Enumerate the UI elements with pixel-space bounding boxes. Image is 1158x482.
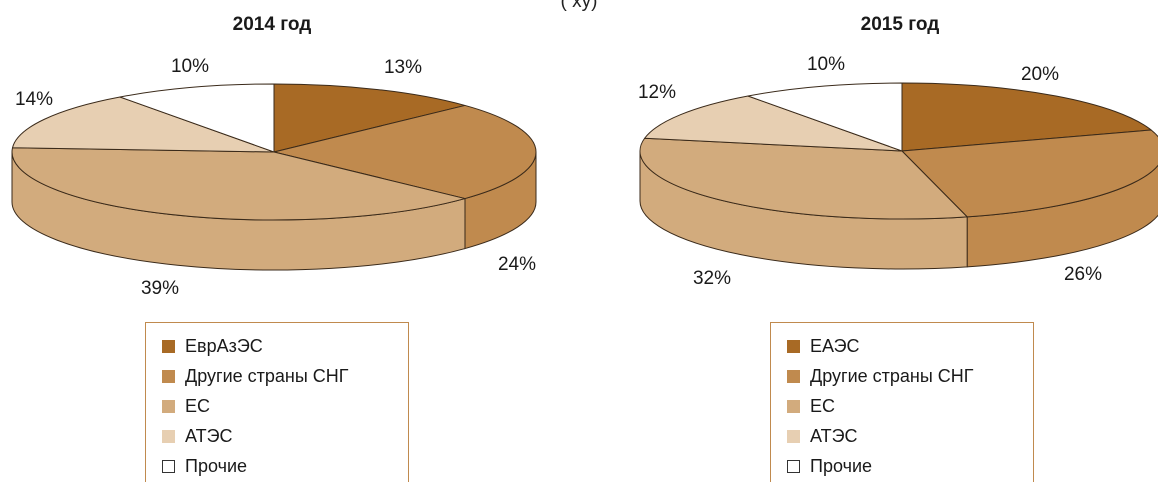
legend-item-прочие: Прочие (787, 451, 1033, 481)
legend-swatch (787, 459, 800, 473)
pie-slice-атэс (12, 96, 275, 153)
pie-slice-другие-страны-снг (273, 104, 537, 200)
legend-label: Другие страны СНГ (185, 365, 349, 386)
slice-label-атэс: 14% (15, 89, 53, 110)
legend-label: ЕАЭС (810, 335, 860, 356)
legend-swatch (162, 339, 175, 353)
pie-slice-прочие (119, 83, 275, 153)
legend-label: Другие страны СНГ (810, 365, 974, 386)
legend-swatch (787, 339, 800, 353)
legend-swatch (787, 369, 800, 383)
legend-item-другие-страны-снг: Другие страны СНГ (162, 361, 408, 391)
cut-off-header-text: ( ху) (560, 0, 598, 12)
pie-slice-атэс (644, 95, 903, 152)
legend-item-ес: ЕС (787, 391, 1033, 421)
slice-label-прочие: 10% (807, 54, 845, 75)
legend-label: АТЭС (810, 425, 858, 446)
slice-label-ес: 39% (141, 278, 179, 299)
pie-slice-еаэс (901, 82, 1152, 152)
pie-slice-евразэс (273, 83, 466, 153)
legend-label: ЕС (810, 395, 836, 416)
legend-label: Прочие (810, 455, 873, 476)
slice-label-ес: 32% (693, 268, 731, 289)
legend-label: Прочие (185, 455, 248, 476)
pie-chart-0: 2014 год 13% 24% 39% 14% 10% (11, 14, 537, 299)
legend-item-ес: ЕС (162, 391, 408, 421)
slice-label-прочие: 10% (171, 56, 209, 77)
legend-label: ЕС (185, 395, 211, 416)
pie-top (639, 82, 1158, 220)
legend-swatch (787, 399, 800, 413)
legend-item-атэс: АТЭС (162, 421, 408, 451)
legend-item-евразэс: ЕврАзЭС (162, 331, 408, 361)
slice-label-другие-страны-снг: 26% (1064, 264, 1102, 285)
chart-title: 2014 год (233, 14, 312, 35)
legend-label: АТЭС (185, 425, 233, 446)
pie-slice-прочие (747, 82, 903, 152)
pie-slice-другие-страны-снг (901, 129, 1158, 218)
legend-item-атэс: АТЭС (787, 421, 1033, 451)
slice-label-другие-страны-снг: 24% (498, 254, 536, 275)
legend-swatch (162, 399, 175, 413)
chart-title: 2015 год (861, 14, 940, 35)
pie-top (11, 83, 537, 221)
pie-slice-ес (11, 147, 466, 221)
legend-2014: ЕврАзЭС Другие страны СНГ ЕС АТЭС Прочие (145, 322, 409, 482)
slice-label-еаэс: 20% (1021, 64, 1059, 85)
pie-slice-ес (639, 137, 968, 220)
legend-swatch (162, 459, 175, 473)
legend-2015: ЕАЭС Другие страны СНГ ЕС АТЭС Прочие (770, 322, 1034, 482)
slice-label-евразэс: 13% (384, 57, 422, 78)
slice-label-атэс: 12% (638, 82, 676, 103)
legend-item-другие-страны-снг: Другие страны СНГ (787, 361, 1033, 391)
legend-swatch (787, 429, 800, 443)
legend-label: ЕврАзЭС (185, 335, 263, 356)
pie-chart-1: 2015 год 20% 26% 32% 12% 10% (638, 14, 1158, 289)
legend-item-прочие: Прочие (162, 451, 408, 481)
legend-swatch (162, 429, 175, 443)
legend-swatch (162, 369, 175, 383)
legend-item-еаэс: ЕАЭС (787, 331, 1033, 361)
